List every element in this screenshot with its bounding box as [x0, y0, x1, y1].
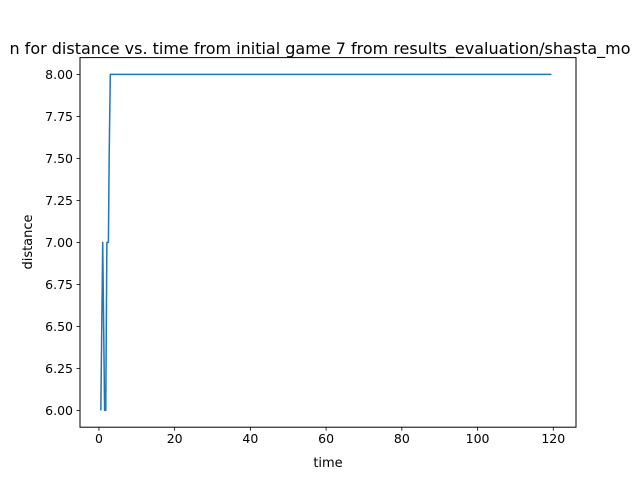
y-tick-label: 7.25: [45, 193, 73, 208]
y-tick-label: 6.50: [45, 319, 73, 334]
x-axis-title: time: [313, 456, 342, 471]
y-tick-label: 6.25: [45, 361, 73, 376]
y-tick-label: 7.50: [45, 151, 73, 166]
series-layer: [100, 73, 552, 412]
y-axis: 6.00 6.25 6.50 6.75 7.00 7.25 7.50 7.75 8.00: [45, 67, 80, 418]
x-tick-label: 60: [318, 431, 334, 446]
y-tick-label: 7.75: [45, 109, 73, 124]
y-axis-title: distance: [21, 214, 36, 269]
y-tick-label: 6.00: [45, 403, 73, 418]
plot-area: [79, 57, 577, 428]
y-tick-label: 7.00: [45, 235, 73, 250]
chart-title: n for distance vs. time from initial gam…: [9, 39, 630, 59]
axes-frame: [79, 57, 577, 428]
x-tick-label: 100: [466, 431, 490, 446]
x-tick-label: 80: [394, 431, 410, 446]
y-tick-label: 8.00: [45, 67, 73, 82]
series-line: [100, 73, 552, 412]
x-tick-label: 120: [541, 431, 565, 446]
x-tick-label: 20: [167, 431, 183, 446]
x-tick-label: 0: [95, 431, 103, 446]
x-axis: 0 20 40 60 80 100 120: [95, 427, 565, 446]
y-tick-label: 6.75: [45, 277, 73, 292]
x-tick-label: 40: [242, 431, 258, 446]
